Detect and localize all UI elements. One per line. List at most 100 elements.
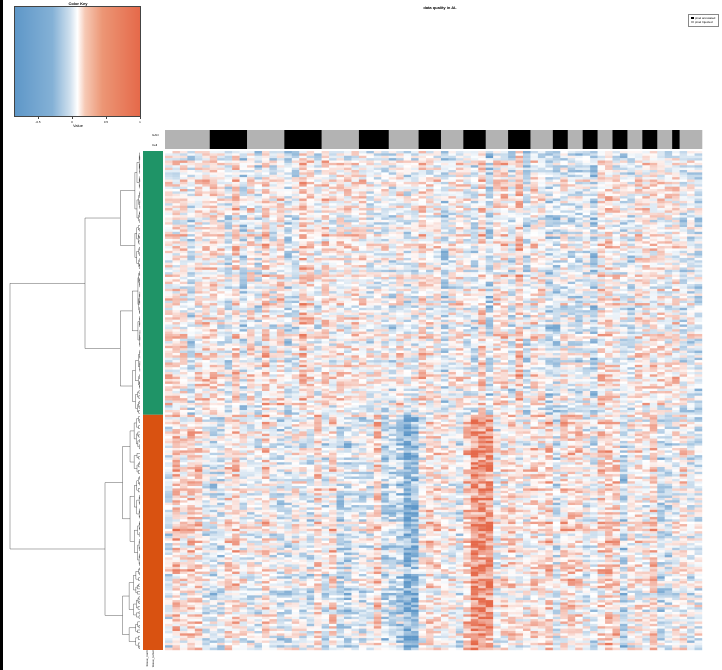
heatmap-cell: [433, 210, 442, 213]
heatmap-cell: [403, 253, 412, 256]
heatmap-cell: [329, 269, 337, 273]
heatmap-cell: [396, 193, 404, 197]
heatmap-cell: [284, 288, 292, 292]
heatmap-cell: [642, 181, 650, 185]
heatmap-cell: [478, 265, 486, 268]
heatmap-cell: [523, 215, 531, 218]
heatmap-cell: [470, 184, 479, 187]
heatmap-cell: [187, 224, 196, 228]
heatmap-cell: [194, 243, 203, 247]
heatmap-cell: [403, 248, 412, 251]
heatmap-cell: [261, 162, 270, 166]
heatmap-cell: [396, 203, 404, 206]
heatmap-cell: [351, 236, 360, 240]
heatmap-cell: [493, 181, 501, 185]
heatmap-cell: [455, 215, 464, 218]
heatmap-cell: [440, 250, 449, 254]
heatmap-cell: [217, 276, 225, 280]
heatmap-cell: [351, 234, 360, 237]
heatmap-cell: [194, 260, 203, 263]
heatmap-cell: [612, 160, 621, 164]
heatmap-cell: [664, 196, 673, 199]
heatmap-cell: [418, 253, 427, 256]
heatmap-cell: [314, 205, 322, 209]
heatmap-cell: [344, 151, 352, 154]
heatmap-cell: [217, 281, 225, 285]
heatmap-cell: [530, 274, 539, 278]
heatmap-cell: [440, 198, 449, 202]
heatmap-cell: [470, 160, 479, 164]
heatmap-cell: [694, 162, 703, 166]
heatmap-cell: [545, 234, 554, 237]
heatmap-cell: [254, 238, 263, 242]
heatmap-cell: [672, 238, 680, 242]
heatmap-cell: [582, 189, 591, 192]
heatmap-cell: [597, 219, 606, 223]
heatmap-cell: [664, 181, 673, 185]
heatmap-cell: [165, 260, 173, 263]
heatmap-cell: [478, 215, 486, 218]
heatmap-cell: [657, 208, 665, 211]
heatmap-cell: [545, 231, 554, 235]
heatmap-cell: [217, 205, 225, 209]
heatmap-cell: [642, 153, 650, 156]
heatmap-cell: [657, 219, 665, 223]
heatmap-cell: [336, 184, 345, 187]
heatmap-cell: [448, 229, 457, 232]
heatmap-cell: [508, 196, 516, 199]
heatmap-cell: [329, 260, 337, 263]
heatmap-cell: [165, 288, 173, 292]
heatmap-cell: [567, 241, 576, 244]
heatmap-cell: [217, 184, 225, 187]
heatmap-cell: [470, 162, 479, 166]
heatmap-cell: [567, 222, 576, 225]
heatmap-cell: [426, 260, 434, 263]
heatmap-cell: [418, 281, 427, 285]
heatmap-cell: [217, 200, 225, 204]
heatmap-cell: [418, 181, 427, 185]
heatmap-cell: [426, 236, 434, 240]
heatmap-cell: [344, 253, 352, 256]
heatmap-cell: [575, 208, 583, 211]
heatmap-cell: [463, 208, 471, 211]
heatmap-cell: [373, 217, 382, 221]
heatmap-cell: [478, 181, 486, 185]
heatmap-cell: [336, 179, 345, 183]
heatmap-cell: [575, 229, 583, 232]
heatmap-cell: [605, 198, 613, 202]
heatmap-cell: [694, 158, 703, 161]
heatmap-cell: [448, 184, 457, 187]
heatmap-cell: [284, 205, 292, 209]
heatmap-cell: [426, 162, 434, 166]
heatmap-cell: [179, 177, 188, 180]
heatmap-cell: [582, 284, 591, 287]
heatmap-cell: [388, 212, 397, 216]
heatmap-cell: [187, 165, 196, 168]
heatmap-cell: [567, 231, 576, 235]
heatmap-cell: [619, 210, 628, 213]
heatmap-cell: [537, 234, 546, 237]
heatmap-cell: [455, 153, 464, 156]
heatmap-cell: [247, 291, 255, 294]
heatmap-cell: [582, 203, 591, 206]
heatmap-cell: [493, 205, 501, 209]
heatmap-cell: [187, 160, 196, 164]
heatmap-cell: [306, 288, 315, 292]
heatmap-cell: [194, 203, 203, 206]
heatmap-cell: [500, 222, 509, 225]
heatmap-cell: [642, 158, 650, 161]
heatmap-cell: [545, 193, 554, 197]
column-annotation-segment: [627, 130, 643, 149]
heatmap-cell: [232, 267, 240, 271]
heatmap-cell: [560, 189, 568, 192]
heatmap-cell: [627, 281, 636, 285]
heatmap-cell: [448, 241, 457, 244]
heatmap-cell: [485, 165, 494, 168]
heatmap-cell: [179, 219, 188, 223]
heatmap-cell: [418, 231, 427, 235]
heatmap-cell: [642, 167, 650, 171]
heatmap-cell: [261, 186, 270, 190]
heatmap-cell: [261, 191, 270, 194]
heatmap-cell: [217, 257, 225, 261]
heatmap-cell: [552, 281, 561, 285]
